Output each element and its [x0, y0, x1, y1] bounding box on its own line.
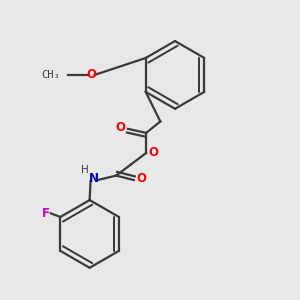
Text: CH₃: CH₃ — [41, 70, 60, 80]
Text: O: O — [148, 146, 158, 159]
Text: O: O — [115, 121, 125, 134]
Text: O: O — [137, 172, 147, 185]
Text: O: O — [86, 68, 96, 81]
Text: H: H — [81, 165, 89, 175]
Text: N: N — [89, 172, 99, 185]
Text: F: F — [42, 207, 50, 220]
